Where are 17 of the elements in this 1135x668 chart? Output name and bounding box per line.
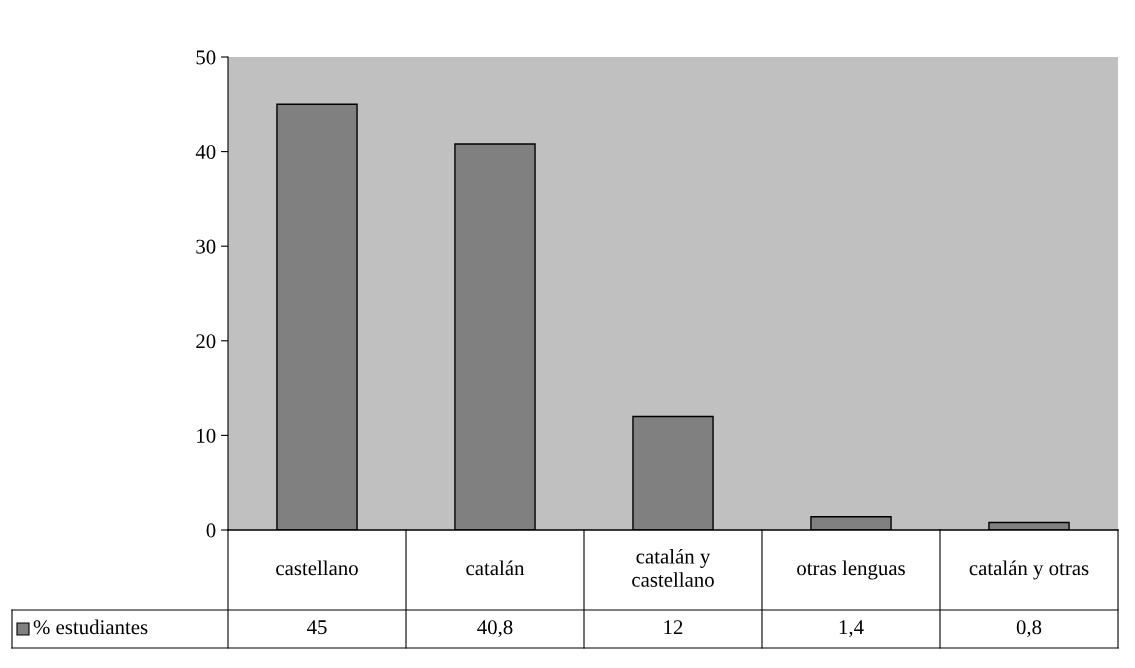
legend-label: % estudiantes <box>33 619 148 635</box>
y-tick-label: 0 <box>206 523 216 538</box>
x-tick-label: otras lenguas <box>797 560 905 580</box>
data-label: 45 <box>306 620 327 635</box>
data-label: 40,8 <box>477 620 513 638</box>
y-tick-label: 40 <box>195 144 216 160</box>
y-tick-label: 10 <box>197 428 216 443</box>
data-label: 0,8 <box>1016 620 1042 638</box>
y-tick-label: 50 <box>196 50 216 65</box>
x-tick-label: catalán y castellano <box>632 548 714 587</box>
data-label: 1,4 <box>839 620 864 638</box>
x-tick-label: catalán y otras <box>969 560 1089 580</box>
x-tick-label: catalán <box>466 560 525 576</box>
y-tick-label: 20 <box>196 334 216 349</box>
y-tick-label: 30 <box>196 239 216 254</box>
data-label: 12 <box>664 620 683 635</box>
x-tick-label: castellano <box>276 560 358 576</box>
